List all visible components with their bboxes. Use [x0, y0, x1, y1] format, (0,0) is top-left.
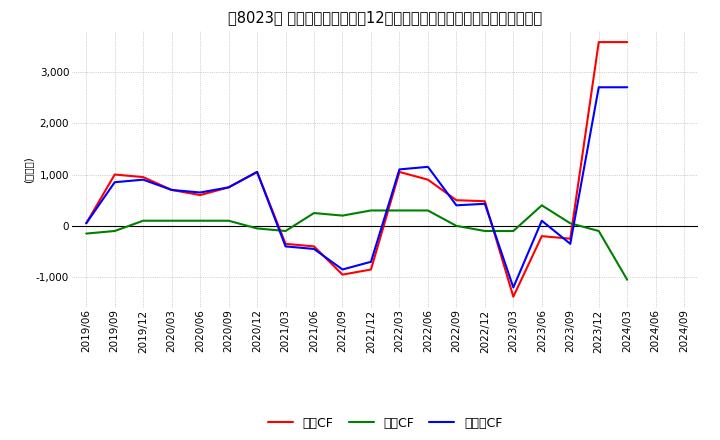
- フリーCF: [480, 201, 489, 206]
- フリーCF: [509, 285, 518, 290]
- 営業CF: [366, 267, 375, 272]
- 投資CF: [366, 208, 375, 213]
- フリーCF: [423, 164, 432, 169]
- 投資CF: [310, 210, 318, 216]
- 営業CF: [167, 187, 176, 193]
- フリーCF: [537, 218, 546, 224]
- フリーCF: [310, 246, 318, 252]
- 営業CF: [282, 241, 290, 246]
- フリーCF: [338, 267, 347, 272]
- 投資CF: [282, 228, 290, 234]
- Line: フリーCF: フリーCF: [86, 87, 627, 287]
- フリーCF: [225, 185, 233, 190]
- フリーCF: [167, 187, 176, 193]
- 投資CF: [253, 226, 261, 231]
- フリーCF: [595, 84, 603, 90]
- 投資CF: [167, 218, 176, 224]
- 投資CF: [196, 218, 204, 224]
- 投資CF: [110, 228, 119, 234]
- フリーCF: [395, 167, 404, 172]
- 投資CF: [225, 218, 233, 224]
- フリーCF: [282, 244, 290, 249]
- フリーCF: [110, 180, 119, 185]
- 営業CF: [139, 174, 148, 180]
- 投資CF: [139, 218, 148, 224]
- 営業CF: [82, 221, 91, 226]
- 営業CF: [595, 40, 603, 45]
- フリーCF: [139, 177, 148, 182]
- 投資CF: [595, 228, 603, 234]
- 営業CF: [110, 172, 119, 177]
- フリーCF: [253, 169, 261, 175]
- Y-axis label: (百万円): (百万円): [23, 156, 33, 183]
- Line: 投資CF: 投資CF: [86, 205, 627, 280]
- 営業CF: [566, 236, 575, 241]
- 営業CF: [225, 185, 233, 190]
- 投資CF: [509, 228, 518, 234]
- 営業CF: [310, 244, 318, 249]
- フリーCF: [82, 221, 91, 226]
- 投資CF: [395, 208, 404, 213]
- 営業CF: [509, 294, 518, 299]
- フリーCF: [366, 259, 375, 264]
- 営業CF: [537, 234, 546, 239]
- 営業CF: [338, 272, 347, 277]
- 投資CF: [537, 203, 546, 208]
- 営業CF: [253, 169, 261, 175]
- 営業CF: [480, 198, 489, 204]
- 営業CF: [196, 192, 204, 198]
- 投資CF: [623, 277, 631, 282]
- 投資CF: [452, 223, 461, 228]
- 営業CF: [423, 177, 432, 182]
- 投資CF: [338, 213, 347, 218]
- 営業CF: [623, 40, 631, 45]
- 営業CF: [395, 169, 404, 175]
- 投資CF: [82, 231, 91, 236]
- 投資CF: [480, 228, 489, 234]
- 投資CF: [423, 208, 432, 213]
- Legend: 営業CF, 投資CF, フリーCF: 営業CF, 投資CF, フリーCF: [263, 412, 508, 435]
- Title: ［8023］ キャッシュフローの12か月移動合計の対前年同期増減額の推移: ［8023］ キャッシュフローの12か月移動合計の対前年同期増減額の推移: [228, 11, 542, 26]
- フリーCF: [452, 203, 461, 208]
- 投資CF: [566, 221, 575, 226]
- フリーCF: [566, 241, 575, 246]
- Line: 営業CF: 営業CF: [86, 42, 627, 297]
- フリーCF: [623, 84, 631, 90]
- 営業CF: [452, 198, 461, 203]
- フリーCF: [196, 190, 204, 195]
